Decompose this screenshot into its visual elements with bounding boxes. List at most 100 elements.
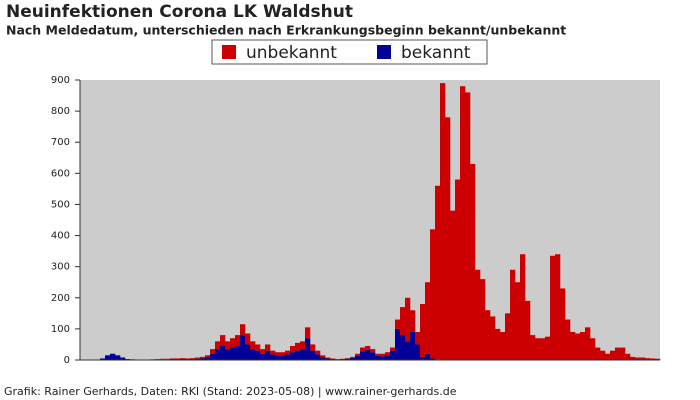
bar xyxy=(430,358,436,360)
bar xyxy=(465,92,471,360)
bar xyxy=(115,355,121,360)
bar xyxy=(230,338,236,348)
bar xyxy=(185,358,191,360)
bar xyxy=(425,353,431,360)
bar xyxy=(425,282,431,354)
bar xyxy=(415,344,421,360)
bar xyxy=(360,347,366,352)
bar xyxy=(270,350,276,355)
bar xyxy=(265,344,271,351)
bar xyxy=(305,327,311,339)
bar xyxy=(215,341,221,350)
bar xyxy=(520,254,526,360)
bar xyxy=(610,350,616,360)
bar xyxy=(285,350,291,355)
bar xyxy=(510,269,516,360)
bar xyxy=(405,341,411,360)
bar xyxy=(315,350,321,355)
bar xyxy=(455,179,461,360)
bar xyxy=(225,341,231,350)
bar xyxy=(220,335,226,346)
bar xyxy=(330,358,336,360)
bar xyxy=(245,344,251,360)
legend-swatch xyxy=(377,45,391,59)
bar xyxy=(550,255,556,360)
bar xyxy=(290,352,296,360)
bar xyxy=(405,297,411,342)
bar xyxy=(220,346,226,360)
bar xyxy=(440,83,446,360)
bar xyxy=(430,229,436,359)
bar xyxy=(450,210,456,360)
y-tick-label: 500 xyxy=(51,199,70,210)
bar xyxy=(375,353,381,356)
bar xyxy=(470,164,476,360)
bar xyxy=(235,335,241,346)
bar xyxy=(170,358,176,360)
bar xyxy=(285,354,291,360)
bar xyxy=(250,349,256,360)
bar xyxy=(630,356,636,360)
bar xyxy=(420,356,426,360)
bar xyxy=(395,328,401,360)
chart-subtitle: Nach Meldedatum, unterschieden nach Erkr… xyxy=(6,23,566,38)
bar xyxy=(570,332,576,360)
y-tick-label: 300 xyxy=(51,262,70,273)
bar xyxy=(540,338,546,360)
bar xyxy=(375,355,381,360)
bar xyxy=(365,350,371,360)
bar xyxy=(295,342,301,351)
bar xyxy=(260,349,266,354)
bar xyxy=(475,269,481,360)
bar xyxy=(365,346,371,351)
bar xyxy=(560,288,566,360)
bar xyxy=(445,117,451,360)
bar xyxy=(100,358,106,360)
bar xyxy=(545,336,551,360)
bar xyxy=(295,350,301,360)
bar xyxy=(325,358,331,360)
bar xyxy=(300,349,306,360)
bar xyxy=(215,349,221,360)
bar xyxy=(370,352,376,360)
y-tick-label: 100 xyxy=(51,324,70,335)
bar xyxy=(230,347,236,360)
y-tick-label: 200 xyxy=(51,293,70,304)
bar xyxy=(575,333,581,360)
y-tick-label: 800 xyxy=(51,106,70,117)
bar xyxy=(315,354,321,360)
bar xyxy=(345,358,351,359)
bar xyxy=(280,355,286,360)
bar xyxy=(300,341,306,350)
bar xyxy=(210,353,216,360)
bar xyxy=(225,349,231,360)
bar xyxy=(355,353,361,356)
bar xyxy=(485,310,491,360)
y-tick-label: 900 xyxy=(51,75,70,86)
bar xyxy=(580,332,586,360)
bar xyxy=(175,358,181,360)
bar xyxy=(320,355,326,358)
bar xyxy=(590,338,596,360)
footer: Grafik: Rainer Gerhards, Daten: RKI (Sta… xyxy=(4,385,457,398)
chart-title: Neuinfektionen Corona LK Waldshut xyxy=(6,2,353,22)
bar xyxy=(400,307,406,336)
bar xyxy=(620,347,626,360)
bar xyxy=(160,358,166,360)
plot-background xyxy=(80,80,660,360)
bar xyxy=(280,352,286,356)
bar xyxy=(530,335,536,360)
bar xyxy=(370,349,376,353)
bar xyxy=(240,335,246,360)
bar xyxy=(305,338,311,360)
bar xyxy=(105,355,111,360)
bar xyxy=(565,319,571,360)
bar xyxy=(490,316,496,360)
bar xyxy=(595,347,601,360)
legend-label: unbekannt xyxy=(246,43,337,63)
bar xyxy=(190,358,196,360)
bar xyxy=(195,357,201,359)
bar xyxy=(410,332,416,360)
bar xyxy=(250,341,256,350)
